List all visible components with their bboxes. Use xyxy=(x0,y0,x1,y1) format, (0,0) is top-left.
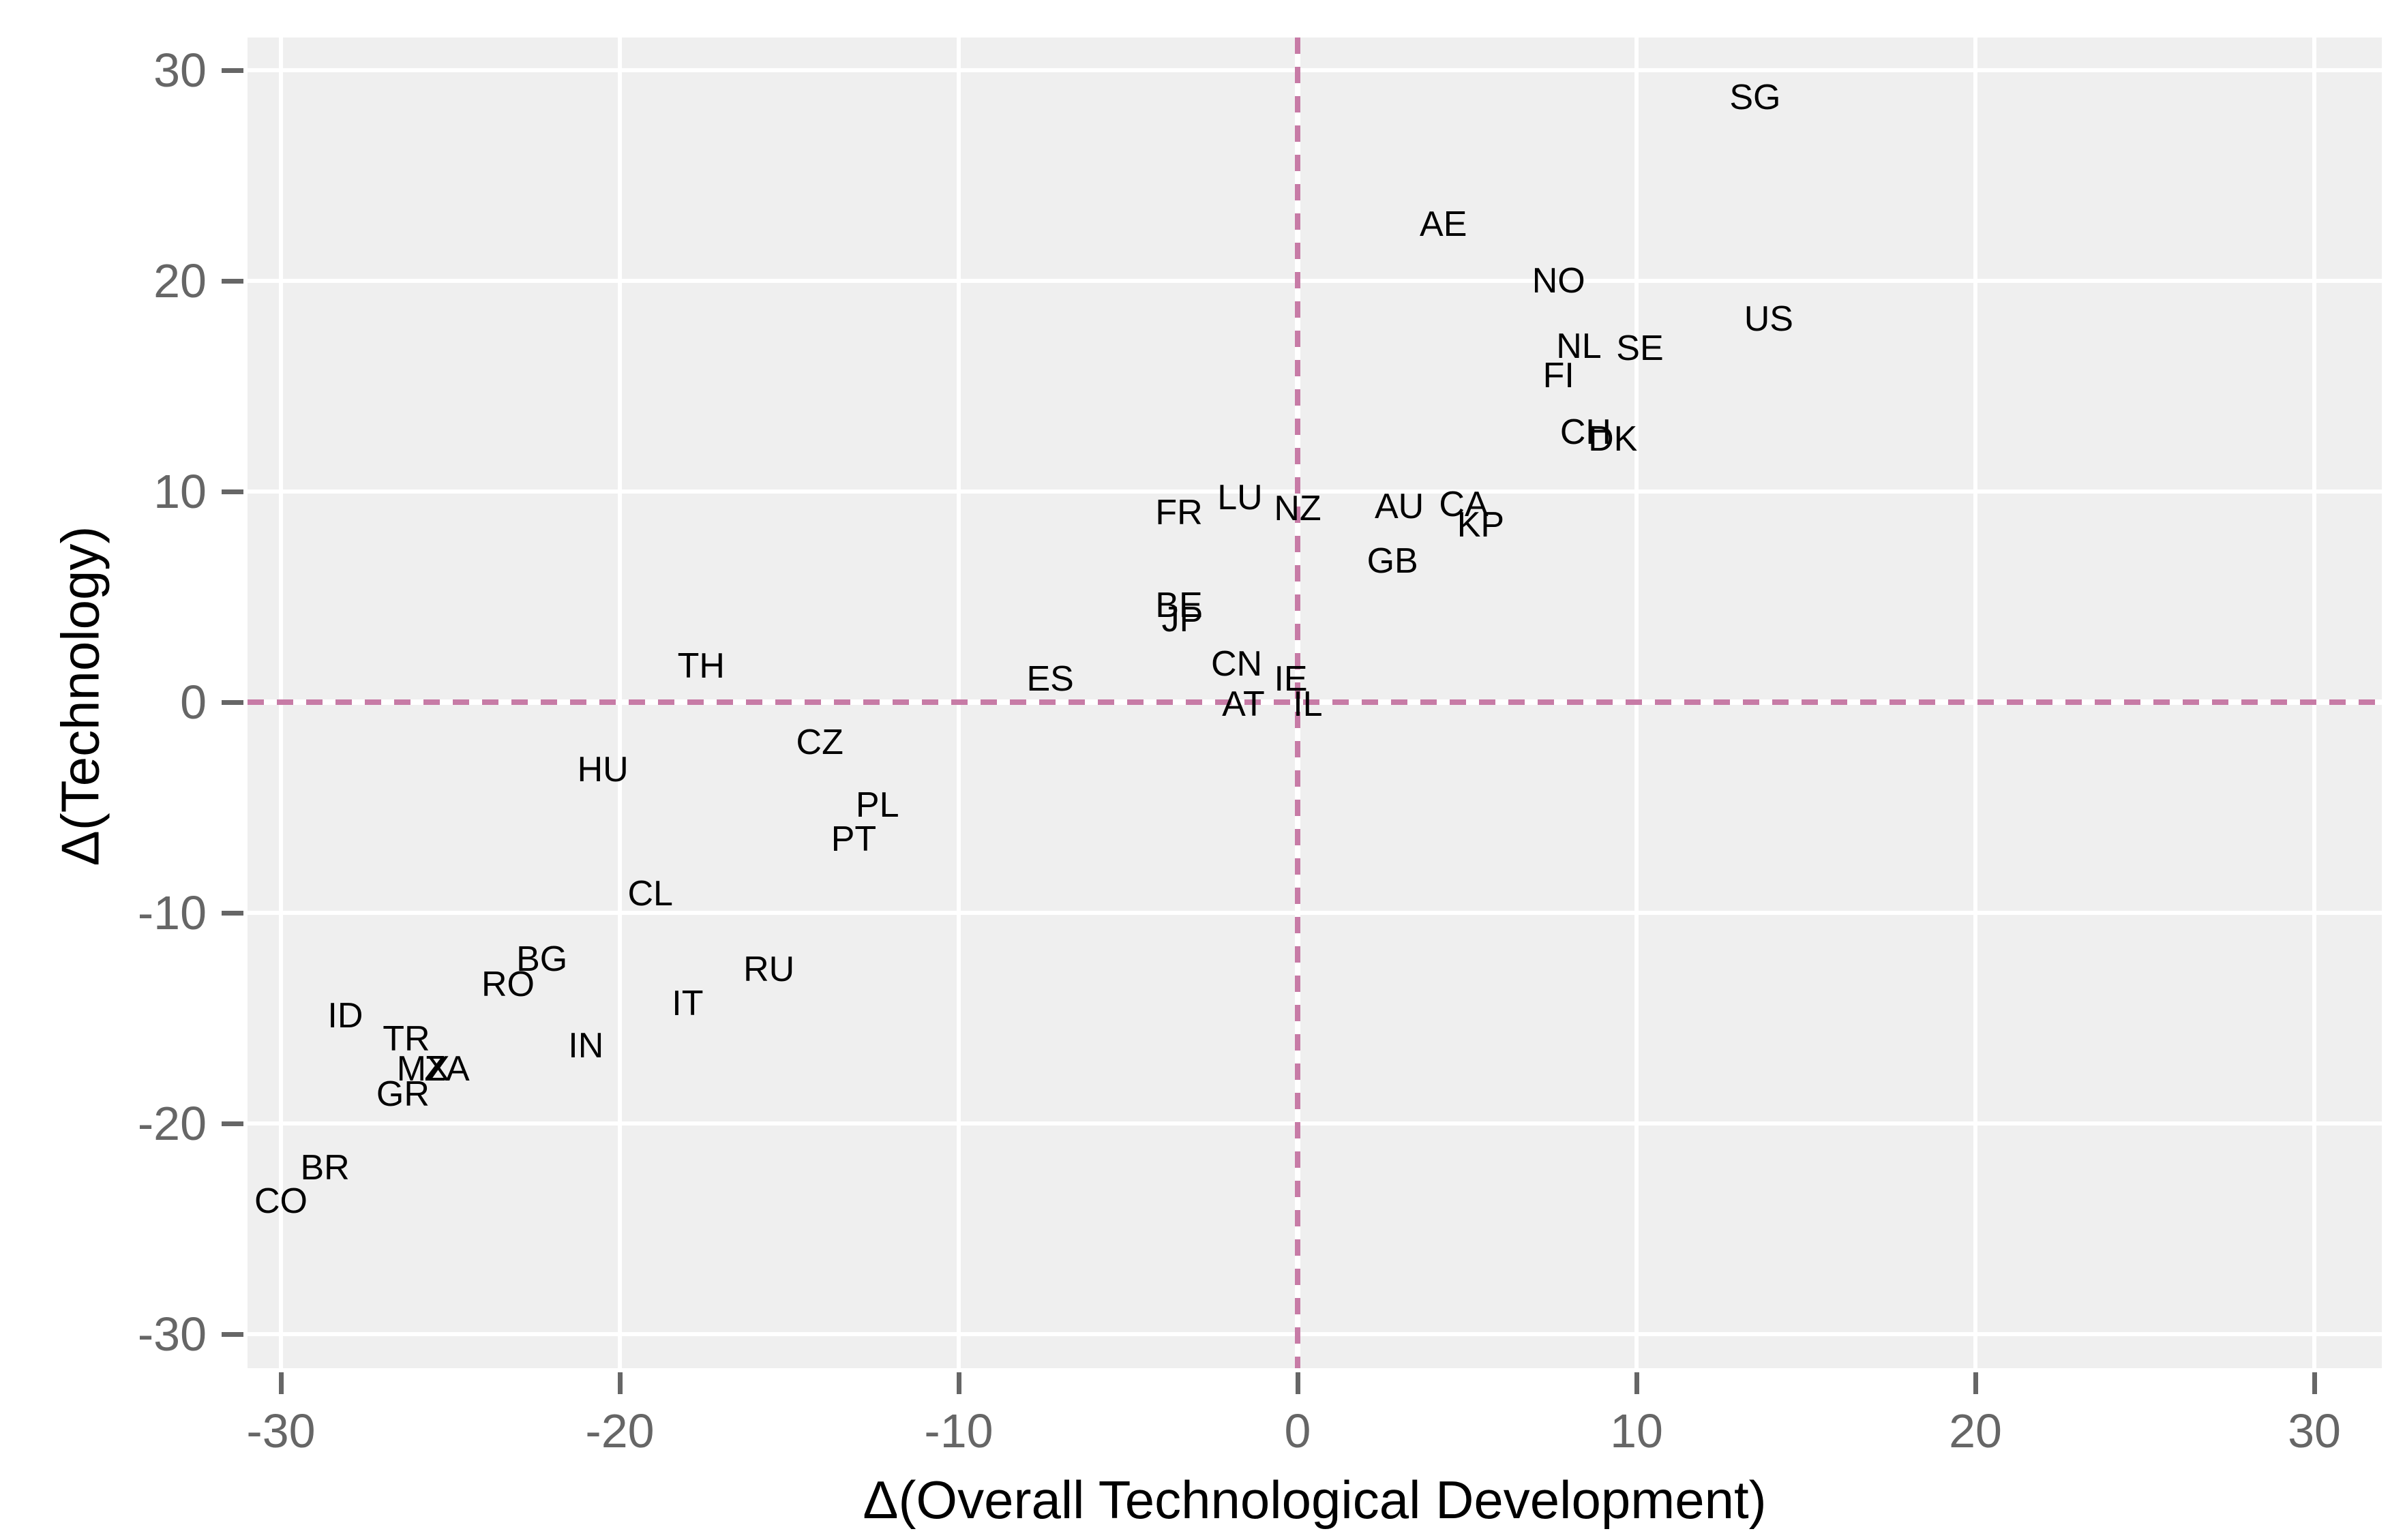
data-point-label-TR: TR xyxy=(383,1019,430,1059)
data-point-label-AT: AT xyxy=(1222,684,1265,725)
data-point-label-IE: IE xyxy=(1274,659,1308,699)
data-point-label-IT: IT xyxy=(672,983,704,1023)
data-point-label-GB: GB xyxy=(1366,541,1418,581)
y-tick-mark-30 xyxy=(222,67,243,73)
y-tick-mark-10 xyxy=(222,489,243,494)
gridline-y-30 xyxy=(248,68,2382,72)
data-point-label-AE: AE xyxy=(1420,204,1467,244)
data-point-label-RU: RU xyxy=(743,950,795,990)
data-point-label-KP: KP xyxy=(1457,505,1505,545)
x-tick-label-0: 0 xyxy=(1284,1404,1311,1458)
data-point-label-NZ: NZ xyxy=(1274,488,1321,528)
reference-line-horizontal xyxy=(248,699,2382,705)
data-point-label-AU: AU xyxy=(1374,486,1424,526)
data-point-label-CA: CA xyxy=(1439,484,1489,524)
data-point-label-CH: CH xyxy=(1559,412,1611,453)
y-axis-title: Δ(Technology) xyxy=(50,526,110,866)
data-point-label-NO: NO xyxy=(1532,261,1585,301)
y-tick-mark-20 xyxy=(222,278,243,284)
x-tick-label-20: 20 xyxy=(1949,1404,2002,1458)
x-tick-mark-20 xyxy=(1973,1372,1978,1394)
x-tick-label--20: -20 xyxy=(585,1404,655,1458)
data-point-label-PL: PL xyxy=(855,785,899,826)
gridline-y--30 xyxy=(248,1332,2382,1336)
data-point-label-NL: NL xyxy=(1556,326,1602,366)
x-axis-title: Δ(Overall Technological Development) xyxy=(863,1470,1767,1530)
y-tick-mark-0 xyxy=(222,699,243,705)
y-tick-label-10: 10 xyxy=(153,465,207,518)
data-point-label-LU: LU xyxy=(1217,478,1263,518)
data-point-label-DK: DK xyxy=(1588,419,1638,459)
data-point-label-RO: RO xyxy=(481,965,535,1005)
gridline-y-10 xyxy=(248,489,2382,494)
data-point-label-ES: ES xyxy=(1026,659,1074,699)
data-point-label-CO: CO xyxy=(254,1181,308,1222)
data-point-label-TH: TH xyxy=(677,646,725,686)
x-tick-mark-0 xyxy=(1295,1372,1300,1394)
x-tick-mark--30 xyxy=(278,1372,284,1394)
data-point-label-PT: PT xyxy=(831,819,877,859)
y-tick-mark--10 xyxy=(222,910,243,916)
gridline-y--10 xyxy=(248,911,2382,915)
data-point-label-SG: SG xyxy=(1729,78,1781,118)
data-point-label-CN: CN xyxy=(1210,644,1263,684)
data-point-label-CZ: CZ xyxy=(796,722,843,762)
data-point-label-IL: IL xyxy=(1293,684,1323,725)
data-point-label-ID: ID xyxy=(327,996,363,1036)
y-tick-mark--20 xyxy=(222,1121,243,1126)
x-tick-label--30: -30 xyxy=(246,1404,316,1458)
data-point-label-ZA: ZA xyxy=(424,1048,470,1089)
gridline-y-20 xyxy=(248,279,2382,283)
data-point-label-BG: BG xyxy=(516,939,568,979)
data-point-label-JP: JP xyxy=(1161,600,1204,640)
data-point-label-SE: SE xyxy=(1616,328,1664,368)
x-tick-label-10: 10 xyxy=(1610,1404,1663,1458)
y-tick-label-0: 0 xyxy=(180,676,207,729)
data-point-label-CL: CL xyxy=(627,874,673,914)
y-tick-label--10: -10 xyxy=(137,886,207,939)
data-point-label-FR: FR xyxy=(1155,492,1203,532)
y-tick-label-30: 30 xyxy=(153,44,207,97)
y-tick-mark--30 xyxy=(222,1331,243,1337)
data-point-label-GR: GR xyxy=(376,1074,430,1114)
x-tick-mark--20 xyxy=(617,1372,623,1394)
x-tick-label--10: -10 xyxy=(924,1404,994,1458)
data-point-label-BE: BE xyxy=(1155,585,1203,625)
data-point-label-HU: HU xyxy=(577,749,629,789)
data-point-label-US: US xyxy=(1744,299,1793,339)
x-tick-label-30: 30 xyxy=(2288,1404,2341,1458)
data-point-label-FI: FI xyxy=(1542,356,1574,396)
data-point-label-MX: MX xyxy=(396,1048,450,1089)
y-tick-label-20: 20 xyxy=(153,254,207,307)
data-point-label-BR: BR xyxy=(300,1147,350,1188)
gridline-y--20 xyxy=(248,1121,2382,1126)
x-tick-mark-30 xyxy=(2312,1372,2317,1394)
x-tick-mark-10 xyxy=(1634,1372,1639,1394)
y-tick-label--20: -20 xyxy=(137,1097,207,1150)
y-tick-label--30: -30 xyxy=(137,1308,207,1361)
data-point-label-IN: IN xyxy=(568,1025,604,1066)
x-tick-mark--10 xyxy=(956,1372,961,1394)
